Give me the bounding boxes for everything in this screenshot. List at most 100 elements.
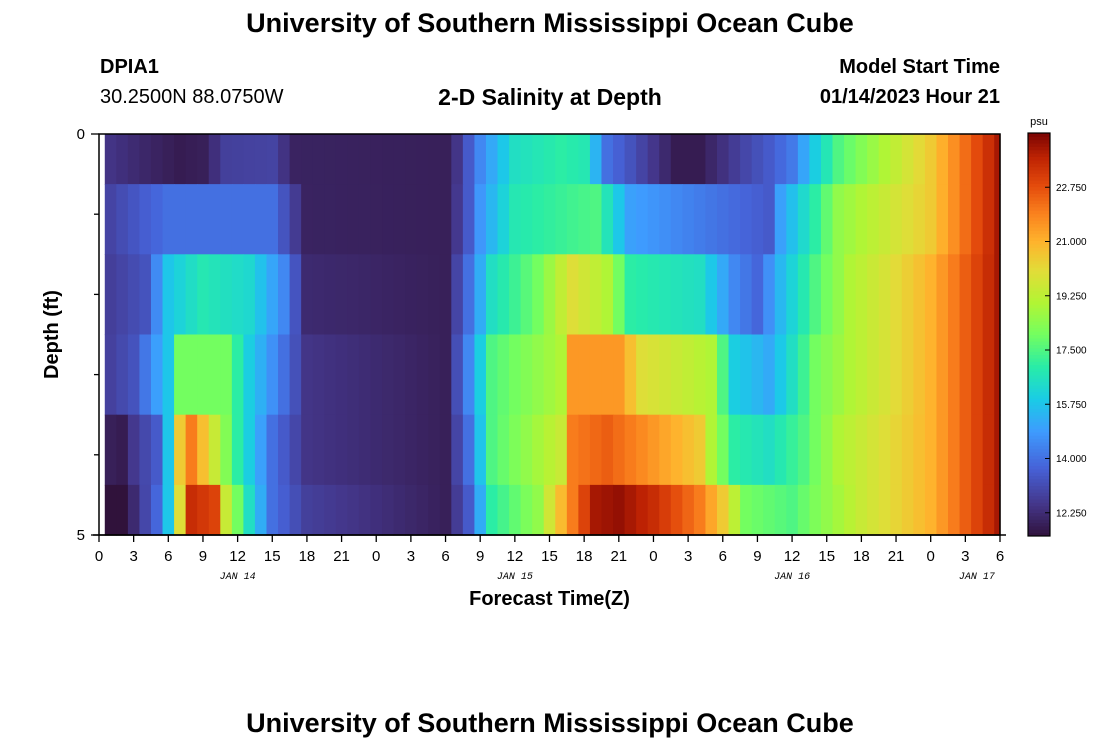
heatmap-cell (474, 254, 487, 336)
heatmap-cell (243, 484, 256, 536)
heatmap-cell (312, 484, 325, 536)
heatmap-cell (289, 184, 302, 255)
heatmap-cell (613, 184, 626, 255)
colorbar-segment (1028, 515, 1050, 520)
heatmap-cell (174, 334, 187, 416)
heatmap-cell (659, 334, 672, 416)
heatmap-cell (693, 254, 707, 336)
heatmap-cell (462, 254, 476, 336)
colorbar-tick-label: 17.500 (1056, 346, 1087, 357)
colorbar-segment (1028, 210, 1050, 215)
heatmap-cell (208, 414, 221, 486)
heatmap-cell (693, 334, 707, 416)
heatmap-cell (324, 254, 337, 336)
heatmap-cell (971, 254, 984, 336)
heatmap-cell (289, 484, 302, 536)
heatmap-cell (936, 254, 949, 336)
colorbar-segment (1028, 240, 1050, 245)
heatmap-cell (774, 414, 787, 486)
heatmap-cell (439, 484, 452, 536)
heatmap-cell (878, 254, 891, 336)
heatmap-cell (543, 134, 556, 185)
colorbar-segment (1028, 163, 1050, 168)
heatmap-cell (774, 184, 787, 255)
heatmap-cell (832, 254, 845, 336)
heatmap-cell (971, 414, 984, 486)
heatmap-cell (497, 414, 510, 486)
heatmap-cell (786, 184, 799, 255)
heatmap-cell (797, 414, 810, 486)
heatmap-cell (393, 484, 406, 536)
heatmap-cell (416, 414, 429, 486)
heatmap-cell (751, 254, 764, 336)
colorbar-segment (1028, 391, 1050, 396)
colorbar-segment (1028, 492, 1050, 497)
colorbar-tick-label: 14.000 (1056, 454, 1087, 465)
heatmap-cell (231, 484, 244, 536)
heatmap-cell (532, 484, 545, 536)
heatmap-cell (682, 484, 695, 536)
heatmap-cell (254, 254, 268, 336)
colorbar-segment (1028, 277, 1050, 282)
heatmap-cell (636, 414, 649, 486)
heatmap-cell (162, 484, 175, 536)
heatmap-cell (867, 334, 880, 416)
heatmap-cell (936, 334, 949, 416)
heatmap-cell (670, 254, 683, 336)
heatmap-cell (994, 334, 1001, 416)
heatmap-cell (116, 484, 129, 536)
heatmap-cell (636, 184, 649, 255)
heatmap-cell (705, 414, 718, 486)
page-title: University of Southern Mississippi Ocean… (246, 8, 854, 38)
colorbar-segment (1028, 133, 1050, 137)
colorbar-segment (1028, 317, 1050, 322)
heatmap-cell (462, 484, 476, 536)
heatmap-cell (959, 254, 972, 336)
heatmap-cell (797, 334, 810, 416)
colorbar-segment (1028, 270, 1050, 275)
heatmap-cell (416, 134, 429, 185)
heatmap-cell (185, 254, 198, 336)
colorbar-segment (1028, 186, 1050, 191)
heatmap-cell (358, 254, 372, 336)
heatmap-cell (589, 184, 603, 255)
x-axis-label: Forecast Time(Z) (469, 588, 630, 610)
heatmap-cell (416, 334, 429, 416)
heatmap-cell (474, 414, 487, 486)
x-tick-label: 18 (576, 548, 593, 565)
heatmap-cell (185, 334, 198, 416)
heatmap-cell (278, 254, 291, 336)
heatmap-cell (208, 134, 221, 185)
heatmap-cell (485, 414, 499, 486)
heatmap-cell (428, 484, 441, 536)
colorbar-segment (1028, 341, 1050, 346)
heatmap-cell (382, 134, 395, 185)
heatmap-cell (301, 184, 314, 255)
heatmap-cell (774, 254, 787, 336)
heatmap-cell (855, 484, 868, 536)
colorbar-segment (1028, 287, 1050, 292)
heatmap-cell (370, 414, 383, 486)
heatmap-cell (624, 254, 637, 336)
heatmap-cell (150, 134, 164, 185)
heatmap-cell (844, 134, 857, 185)
colorbar-segment (1028, 206, 1050, 211)
heatmap-cell (243, 334, 256, 416)
heatmap-cell (139, 134, 152, 185)
heatmap-cell (809, 414, 822, 486)
heatmap-cell (809, 334, 822, 416)
colorbar-segment (1028, 415, 1050, 419)
heatmap-cell (393, 414, 406, 486)
heatmap-cell (254, 334, 268, 416)
x-tick-label: 18 (853, 548, 870, 565)
heatmap-cell (358, 184, 372, 255)
heatmap-cell (382, 484, 395, 536)
heatmap-cell (347, 254, 360, 336)
x-tick-label: 9 (476, 548, 484, 565)
heatmap-cell (150, 254, 164, 336)
heatmap-cell (532, 134, 545, 185)
x-tick-label: 21 (610, 548, 627, 565)
colorbar-segment (1028, 499, 1050, 503)
heatmap-cell (589, 484, 603, 536)
x-tick-label: 3 (129, 548, 137, 565)
